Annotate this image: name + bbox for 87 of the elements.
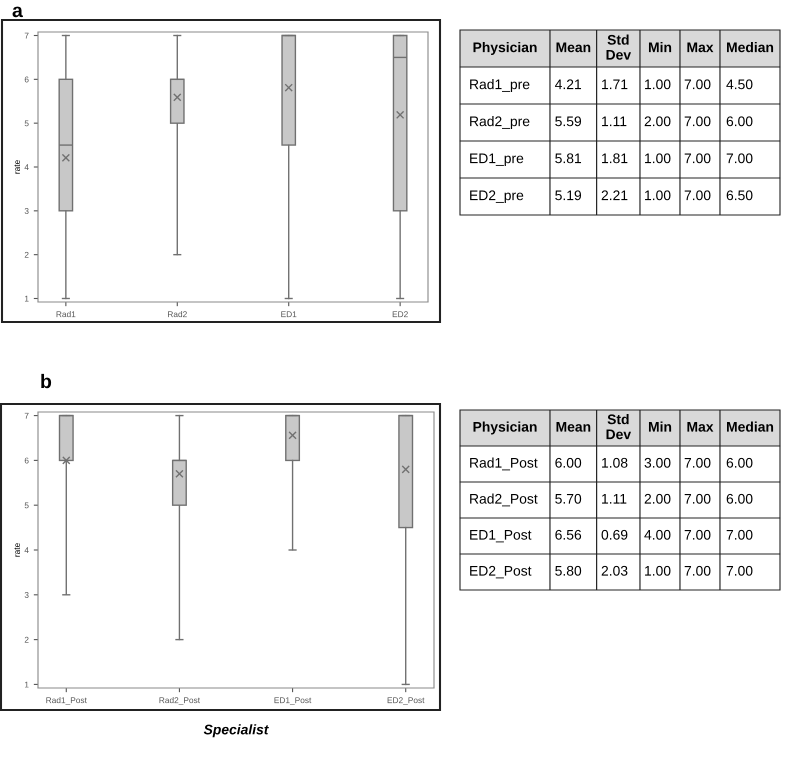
y-tick-label: 2 (24, 636, 29, 643)
text: 0.69 (602, 530, 628, 540)
text: 6.56 (555, 530, 582, 540)
text: 1.00 (645, 566, 670, 576)
text: 6.00 (726, 116, 752, 126)
category-label: Std Dev (606, 34, 632, 60)
text: 2.00 (644, 116, 670, 126)
category-label: Rad1_Post (470, 458, 538, 470)
category-label: Max (687, 42, 714, 52)
text: 1.00 (645, 153, 670, 164)
text: 4.50 (726, 79, 752, 90)
chart-title: a (12, 6, 23, 18)
text: 2.00 (644, 494, 670, 504)
category-label: ED2_pre (470, 190, 524, 203)
text: 7.00 (726, 566, 752, 576)
text: 4.21 (554, 79, 582, 90)
category-label: Std Dev (606, 414, 632, 440)
text: 1.00 (645, 79, 670, 90)
category-label: Physician (474, 42, 537, 55)
text: 7.00 (726, 153, 752, 164)
x-tick-label: Rad1_Post (46, 697, 87, 705)
y-tick-label: 6 (24, 458, 29, 464)
text: 7.00 (684, 190, 710, 200)
chart-title: b (41, 374, 52, 388)
text: 6.00 (726, 458, 752, 468)
y-tick-label: 6 (24, 76, 29, 82)
y-tick-label: 7 (24, 412, 29, 419)
text: 1.08 (602, 458, 628, 468)
category-label: Median (727, 42, 774, 52)
category-label: ED1_Post (470, 530, 532, 542)
text: 4.00 (644, 530, 670, 540)
x-tick-label: ED1_Post (274, 697, 312, 705)
y-tick-label: 3 (24, 208, 29, 214)
text: 7.00 (684, 153, 710, 164)
category-label: Max (687, 422, 714, 432)
text: 5.80 (555, 566, 582, 576)
category-label: Mean (556, 42, 590, 52)
y-tick-label: 1 (24, 296, 29, 302)
text: 7.00 (684, 530, 710, 540)
category-label: Min (648, 42, 672, 52)
text: 2.21 (602, 190, 628, 200)
text: 2.03 (602, 566, 628, 576)
text: 3.00 (644, 458, 670, 468)
text: 7.00 (726, 530, 752, 540)
text: 1.81 (602, 153, 628, 164)
category-label: Rad2_Post (470, 494, 538, 506)
category-label: Mean (556, 422, 590, 432)
y-tick-label: 1 (24, 682, 29, 688)
category-label: Physician (474, 422, 537, 434)
text: 5.19 (555, 190, 582, 200)
y-tick-label: 5 (24, 502, 29, 508)
y-tick-label: 7 (24, 32, 29, 39)
category-label: ED2_Post (470, 566, 532, 578)
text: 7.00 (684, 116, 710, 126)
category-label: Min (648, 422, 672, 432)
x-tick-label: Rad2_Post (160, 697, 200, 705)
text: 5.70 (555, 494, 582, 504)
text: 1.71 (602, 80, 628, 90)
text: 7.00 (684, 79, 710, 90)
text: 5.81 (555, 153, 582, 164)
x-tick-label: ED2 (392, 311, 408, 318)
x-axis-title: Specialist (204, 724, 269, 738)
text: 6.00 (555, 458, 582, 468)
category-label: Rad1_pre (470, 79, 530, 92)
text: 6.50 (726, 190, 752, 200)
y-tick-label: 3 (24, 592, 29, 598)
x-tick-label: ED2_Post (388, 697, 424, 705)
x-tick-label: Rad1 (56, 311, 76, 318)
y-tick-label: 4 (24, 547, 29, 554)
text: 7.00 (684, 494, 710, 504)
text: 1.11 (602, 116, 626, 126)
text: 1.11 (602, 494, 626, 504)
y-tick-label: 5 (24, 120, 29, 126)
text: 1.00 (645, 190, 670, 200)
text: 7.00 (684, 566, 710, 576)
text: 6.00 (726, 494, 752, 504)
x-tick-label: ED1 (281, 311, 296, 318)
y-axis-title: rate (14, 543, 20, 557)
category-label: Median (727, 422, 774, 432)
y-tick-label: 4 (24, 164, 29, 170)
text: 7.00 (684, 458, 710, 468)
category-label: ED1_pre (470, 154, 524, 166)
y-tick-label: 2 (24, 252, 29, 258)
category-label: Rad2_pre (470, 116, 530, 129)
x-tick-label: Rad2 (168, 311, 187, 318)
text: 5.59 (555, 116, 582, 126)
y-axis-title: rate (14, 160, 20, 174)
